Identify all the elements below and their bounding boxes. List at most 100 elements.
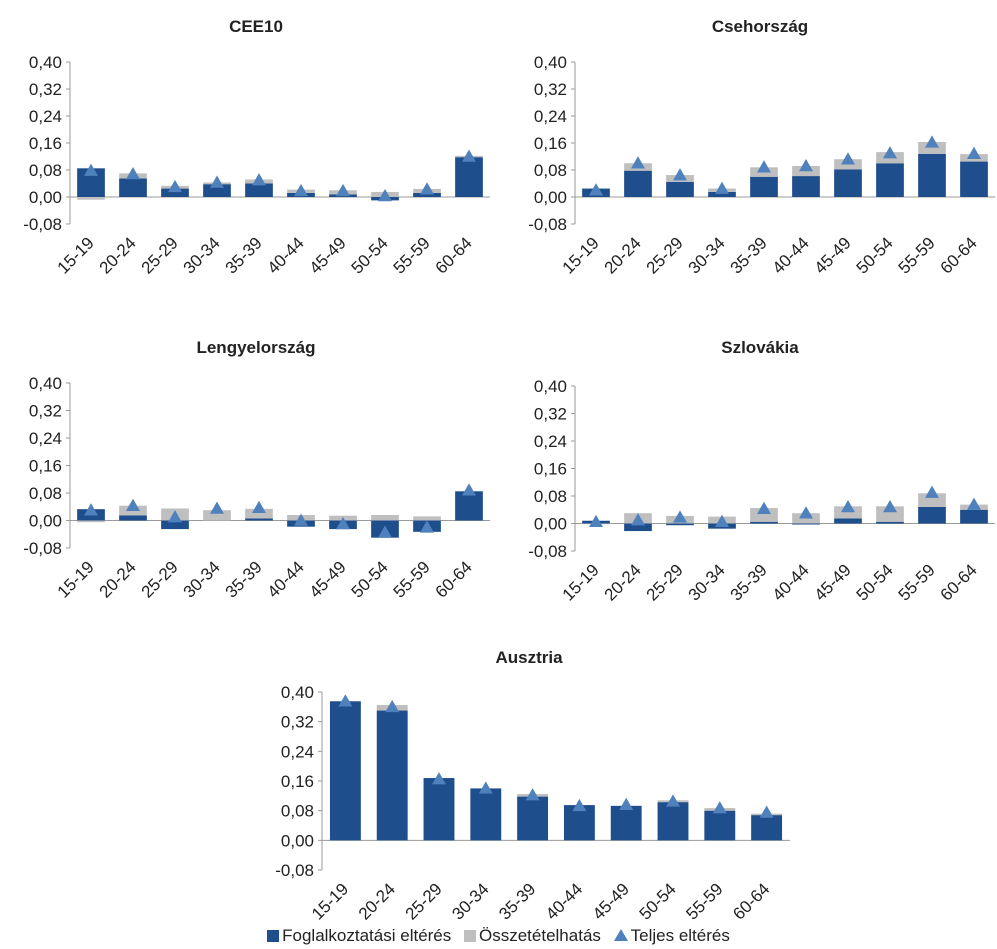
bar-foglalkoztatasi — [329, 701, 361, 841]
marker-teljes — [84, 163, 98, 176]
y-tick-label: 0,40 — [534, 53, 567, 72]
x-tick-label: 45-49 — [589, 879, 633, 920]
y-tick-label: 0,24 — [281, 742, 314, 761]
chart-2: Lengyelország 0,40 0,32 0,24 0,16 0,08 0,00 -0,… — [23, 338, 490, 602]
x-tick-label: 20-24 — [96, 557, 140, 601]
x-tick-label: 55-59 — [390, 233, 434, 277]
bar-foglalkoztatasi — [517, 796, 549, 841]
x-tick-label: 40-44 — [264, 557, 308, 601]
marker-teljes — [210, 501, 224, 514]
x-tick-label: 25-29 — [643, 560, 687, 604]
bar-foglalkoztatasi — [455, 157, 483, 197]
bar-foglalkoztatasi — [413, 192, 441, 197]
y-tick-label: 0,00 — [29, 512, 62, 531]
marker-teljes — [757, 501, 771, 514]
marker-teljes — [420, 182, 434, 195]
marker-teljes — [757, 160, 771, 173]
y-tick-label: -0,08 — [23, 539, 62, 558]
marker-teljes — [378, 525, 392, 538]
y-tick-label: 0,08 — [534, 161, 567, 180]
bar-osszetetel — [371, 515, 399, 521]
x-tick-label: 25-29 — [643, 233, 687, 277]
x-tick-label: 60-64 — [432, 557, 476, 601]
marker-teljes — [525, 788, 540, 801]
marker-teljes — [967, 146, 981, 160]
x-tick-label: 60-64 — [729, 879, 773, 920]
bar-foglalkoztatasi — [834, 169, 862, 197]
marker-teljes — [589, 183, 603, 196]
marker-teljes — [252, 500, 266, 514]
marker-teljes — [925, 485, 939, 498]
x-tick-label: 20-24 — [355, 879, 399, 920]
bar-foglalkoztatasi — [750, 521, 778, 524]
x-tick-label: 25-29 — [402, 879, 446, 920]
bar-foglalkoztatasi — [657, 802, 689, 841]
marker-teljes — [712, 801, 727, 814]
x-tick-label: 25-29 — [138, 557, 182, 601]
y-tick-label: 0,16 — [534, 460, 567, 479]
y-tick-label: -0,08 — [23, 215, 62, 234]
x-tick-label: 35-39 — [495, 879, 539, 920]
marker-teljes — [168, 179, 182, 193]
marker-teljes — [631, 156, 645, 169]
bar-osszetetel — [918, 493, 946, 507]
marker-teljes — [168, 510, 182, 523]
legend-swatch-osszetetel — [464, 930, 476, 942]
bar-foglalkoztatasi — [708, 191, 736, 197]
legend-item-teljes: Teljes eltérés — [613, 926, 730, 946]
marker-teljes — [715, 181, 729, 194]
y-tick-label: -0,08 — [528, 215, 567, 234]
x-tick-label: 45-49 — [811, 560, 855, 604]
y-tick-label: -0,08 — [528, 542, 567, 561]
marker-teljes — [210, 175, 224, 188]
bar-foglalkoztatasi — [960, 509, 988, 524]
chart-4: Ausztria 0,40 0,32 0,24 0,16 0,08 0,00 -0,0815-… — [275, 648, 790, 920]
y-tick-label: 0,00 — [281, 831, 314, 850]
marker-teljes — [338, 694, 353, 707]
x-tick-label: 35-39 — [222, 557, 266, 601]
bar-foglalkoztatasi — [470, 788, 502, 841]
chart-title: Csehország — [712, 17, 808, 36]
x-tick-label: 15-19 — [54, 557, 98, 601]
bar-foglalkoztatasi — [750, 176, 778, 197]
bar-foglalkoztatasi — [423, 778, 455, 841]
y-tick-label: 0,40 — [534, 377, 567, 396]
marker-teljes — [883, 500, 897, 513]
y-tick-label: 0,08 — [534, 487, 567, 506]
marker-teljes — [336, 516, 350, 530]
y-tick-label: 0,32 — [29, 402, 62, 421]
x-tick-label: 55-59 — [895, 560, 939, 604]
x-tick-label: 30-34 — [685, 233, 729, 277]
y-tick-label: 0,08 — [29, 161, 62, 180]
x-tick-label: 50-54 — [853, 560, 897, 604]
bar-foglalkoztatasi — [876, 163, 904, 197]
marker-teljes — [883, 146, 897, 159]
marker-teljes — [432, 772, 446, 785]
x-tick-label: 30-34 — [180, 557, 224, 601]
marker-teljes — [759, 805, 774, 818]
bar-foglalkoztatasi — [203, 184, 231, 197]
bar-foglalkoztatasi — [704, 810, 736, 841]
x-tick-label: 60-64 — [937, 560, 981, 604]
x-tick-label: 20-24 — [96, 233, 140, 277]
y-tick-label: 0,00 — [534, 188, 567, 207]
marker-teljes — [572, 798, 587, 812]
x-tick-label: 60-64 — [432, 233, 476, 277]
bar-foglalkoztatasi — [245, 183, 273, 197]
marker-teljes — [799, 158, 813, 172]
y-tick-label: 0,16 — [29, 134, 62, 153]
bar-foglalkoztatasi — [751, 815, 783, 841]
chart-1: Csehország 0,40 0,32 0,24 0,16 0,08 0,00 -0,081… — [528, 17, 995, 278]
y-tick-label: 0,24 — [29, 429, 62, 448]
bar-osszetetel — [876, 506, 904, 522]
marker-teljes — [126, 167, 140, 180]
bar-foglalkoztatasi — [792, 523, 820, 525]
chart-title: Lengyelország — [196, 338, 315, 357]
bar-osszetetel — [203, 510, 231, 521]
bar-foglalkoztatasi — [666, 523, 694, 526]
bar-osszetetel — [918, 141, 946, 154]
marker-teljes — [462, 149, 476, 162]
x-tick-label: 30-34 — [685, 560, 729, 604]
y-tick-label: 0,40 — [281, 683, 314, 702]
x-tick-label: 15-19 — [559, 560, 603, 604]
